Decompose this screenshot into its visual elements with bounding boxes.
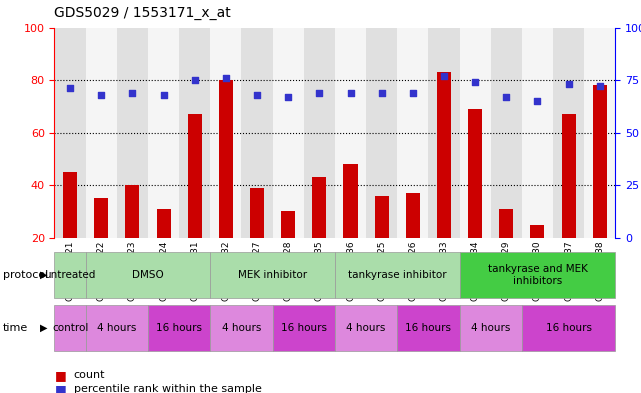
Point (283, 94, 294, 100)
Bar (531, 225, 544, 238)
Bar (54, 252, 86, 298)
Bar (522, 28, 553, 238)
Bar (437, 72, 451, 238)
Text: 16 hours: 16 hours (405, 323, 451, 333)
Bar (210, 28, 242, 238)
Bar (86, 252, 210, 298)
Bar (63, 172, 77, 238)
Point (190, 77, 200, 83)
Text: ▶: ▶ (40, 323, 48, 333)
Text: 4 hours: 4 hours (346, 323, 386, 333)
Bar (460, 252, 615, 298)
Bar (272, 28, 304, 238)
Bar (428, 28, 460, 238)
Bar (210, 252, 335, 298)
Text: protocol: protocol (3, 270, 49, 280)
Bar (148, 28, 179, 238)
Text: 16 hours: 16 hours (281, 323, 327, 333)
Text: 4 hours: 4 hours (471, 323, 510, 333)
Bar (242, 28, 272, 238)
Point (376, 90, 387, 96)
Bar (522, 305, 615, 351)
Bar (250, 188, 264, 238)
Bar (219, 80, 233, 238)
Point (345, 90, 356, 96)
Text: GDS5029 / 1553171_x_at: GDS5029 / 1553171_x_at (54, 6, 231, 20)
Bar (179, 28, 210, 238)
Point (563, 81, 574, 87)
Bar (335, 305, 397, 351)
Bar (584, 28, 615, 238)
Bar (406, 193, 420, 238)
Bar (397, 305, 460, 351)
Bar (210, 305, 272, 351)
Point (532, 98, 542, 104)
Bar (94, 198, 108, 238)
Bar (86, 305, 148, 351)
Bar (86, 28, 117, 238)
Point (221, 75, 231, 81)
Text: ▶: ▶ (40, 270, 48, 280)
Text: 16 hours: 16 hours (156, 323, 202, 333)
Bar (460, 28, 491, 238)
Bar (562, 114, 576, 238)
Bar (312, 177, 326, 238)
Bar (281, 211, 296, 238)
Text: tankyrase inhibitor: tankyrase inhibitor (348, 270, 447, 280)
Text: 4 hours: 4 hours (97, 323, 137, 333)
Point (314, 90, 324, 96)
Text: MEK inhibitor: MEK inhibitor (238, 270, 307, 280)
Bar (54, 305, 86, 351)
Point (128, 90, 138, 96)
Text: DMSO: DMSO (132, 270, 164, 280)
Bar (553, 28, 584, 238)
Bar (156, 209, 171, 238)
Point (595, 83, 605, 90)
Bar (304, 28, 335, 238)
Point (252, 92, 262, 98)
Bar (593, 85, 607, 238)
Bar (272, 305, 335, 351)
Text: 16 hours: 16 hours (545, 323, 592, 333)
Bar (460, 305, 522, 351)
Bar (117, 28, 148, 238)
Bar (126, 185, 139, 238)
Bar (335, 28, 366, 238)
Text: ■: ■ (54, 369, 66, 382)
Text: time: time (3, 323, 28, 333)
Point (408, 90, 418, 96)
Bar (397, 28, 428, 238)
Text: ■: ■ (54, 382, 66, 393)
Bar (491, 28, 522, 238)
Point (439, 73, 449, 79)
Bar (468, 109, 482, 238)
Bar (374, 196, 388, 238)
Point (501, 94, 512, 100)
Bar (148, 305, 210, 351)
Bar (499, 209, 513, 238)
Point (470, 79, 480, 85)
Text: untreated: untreated (44, 270, 96, 280)
Text: tankyrase and MEK
inhibitors: tankyrase and MEK inhibitors (488, 264, 587, 286)
Point (65, 85, 75, 92)
Text: 4 hours: 4 hours (222, 323, 261, 333)
Point (96, 92, 106, 98)
Bar (54, 28, 86, 238)
Bar (344, 164, 358, 238)
Text: count: count (74, 370, 105, 380)
Text: control: control (52, 323, 88, 333)
Point (158, 92, 169, 98)
Bar (335, 252, 460, 298)
Bar (366, 28, 397, 238)
Bar (188, 114, 202, 238)
Text: percentile rank within the sample: percentile rank within the sample (74, 384, 262, 393)
